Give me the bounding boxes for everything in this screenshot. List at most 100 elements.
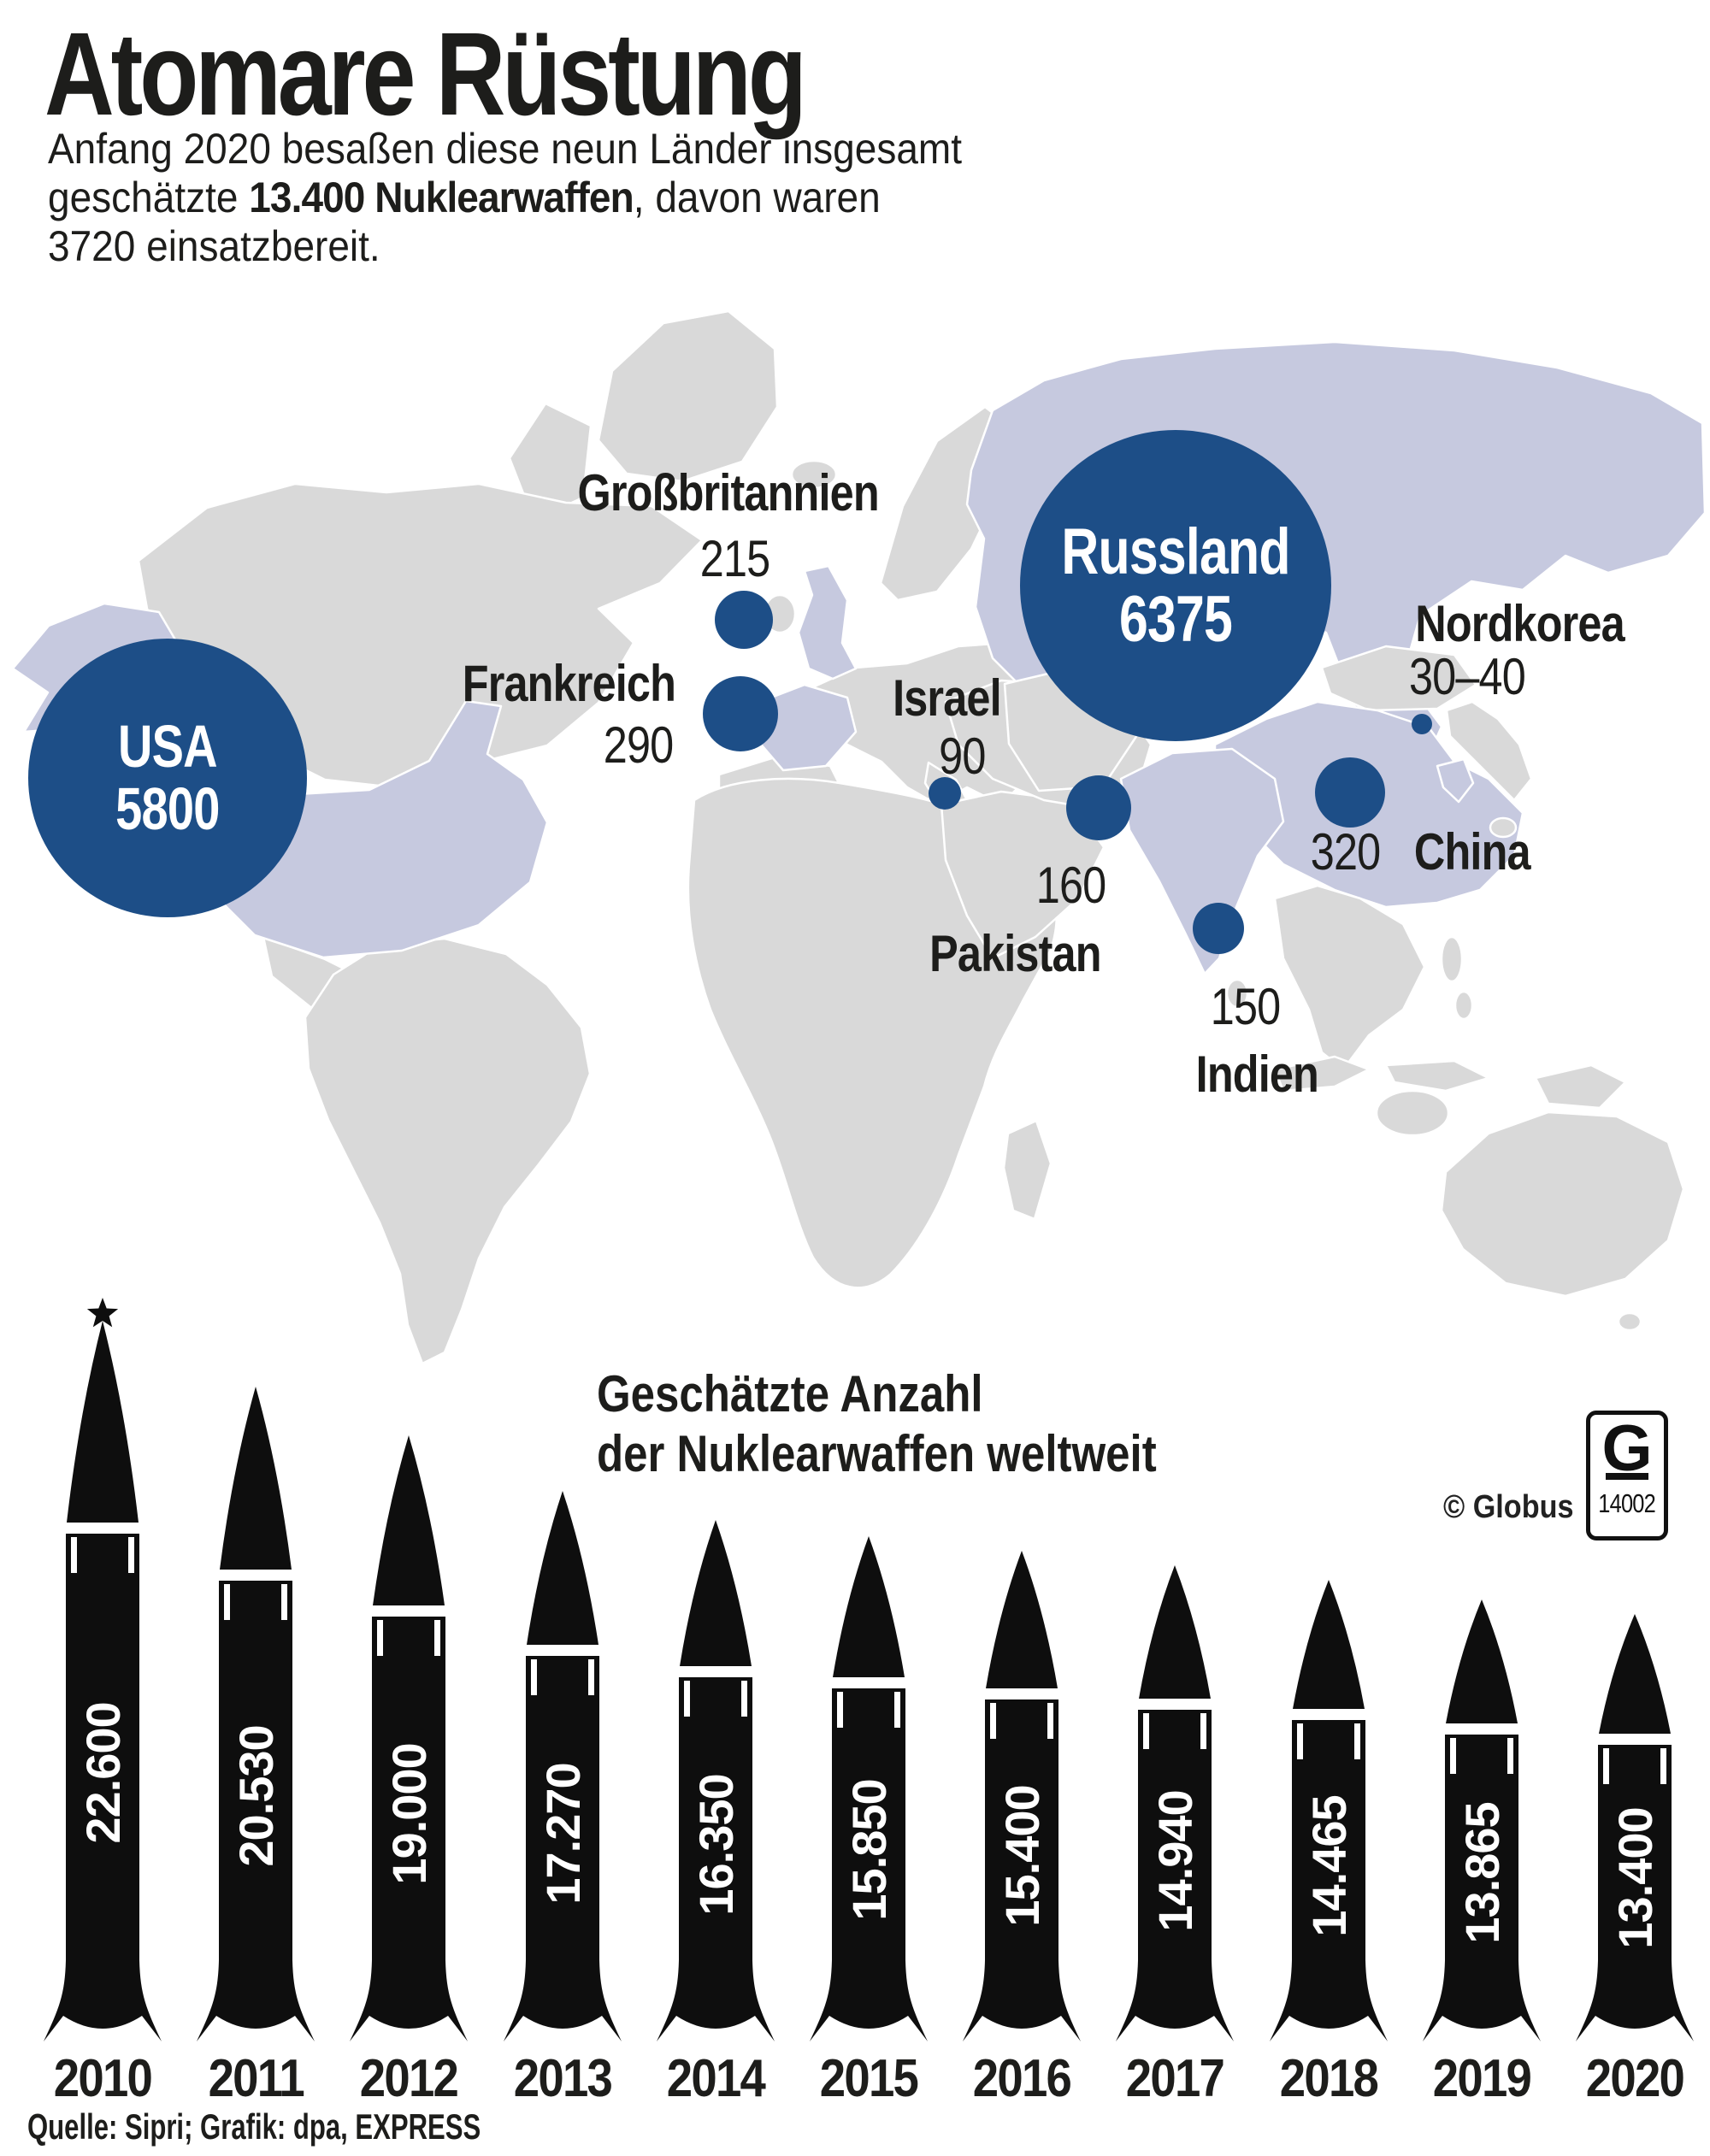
- missile-icon-2020: 13.400: [1576, 1614, 1694, 2041]
- country-label-china: China: [1414, 823, 1531, 881]
- missile-icon-2011: 20.530: [197, 1387, 315, 2041]
- missile-nose: [1446, 1599, 1518, 1723]
- star-icon: [86, 1298, 119, 1328]
- year-label-text: 2010: [53, 2049, 153, 2108]
- year-label-2013: 2013: [486, 2048, 640, 2109]
- missile-collar-tick: [1507, 1738, 1513, 1774]
- missile-nose: [1599, 1614, 1671, 1734]
- missile-collar-tick: [224, 1584, 230, 1620]
- missile-icon-2015: 15.850: [810, 1536, 928, 2041]
- country-value-wrap-israel: 90: [765, 731, 1159, 782]
- country-label-wrap-nordkorea: Nordkorea: [1324, 598, 1710, 650]
- source-line: Quelle: Sipri; Grafik: dpa, EXPRESS: [27, 2106, 481, 2147]
- subtitle-line-1: Anfang 2020 besaßen diese neun Länder in…: [48, 125, 963, 173]
- subtitle: Anfang 2020 besaßen diese neun Länder in…: [48, 125, 962, 271]
- missile-value-label: 13.865: [1455, 1802, 1509, 1943]
- year-label-text: 2020: [1585, 2049, 1685, 2108]
- subtitle-line-2-bold: 13.400 Nuklearwaffen: [249, 174, 634, 221]
- country-label-indien: Indien: [1195, 1046, 1318, 1103]
- year-label-2014: 2014: [639, 2048, 793, 2109]
- country-dot-frankreich: [703, 676, 778, 751]
- missile-collar-tick: [434, 1620, 440, 1656]
- missile-icon-2019: 13.865: [1423, 1599, 1541, 2041]
- missile-collar-tick: [1660, 1748, 1666, 1784]
- year-label-2016: 2016: [945, 2048, 1099, 2109]
- missile-collar-tick: [588, 1659, 594, 1695]
- country-value-frankreich: 290: [604, 716, 674, 774]
- globus-g-icon: G: [1601, 1412, 1653, 1485]
- missile-collar-tick: [1450, 1738, 1456, 1774]
- globus-number: 14002: [1598, 1488, 1656, 1519]
- subtitle-line-3: 3720 einsatzbereit.: [48, 222, 380, 270]
- country-label-usa: USA: [118, 713, 218, 781]
- year-label-2012: 2012: [332, 2048, 486, 2109]
- year-label-text: 2014: [666, 2049, 766, 2108]
- missile-collar-tick: [281, 1584, 287, 1620]
- map-landmass: [304, 937, 592, 1365]
- globus-logo: G 14002: [1586, 1411, 1668, 1540]
- country-value-israel: 90: [938, 728, 986, 785]
- map-landmass: [1119, 747, 1285, 975]
- missile-value-label: 22.600: [76, 1702, 130, 1843]
- country-label-frankreich: Frankreich: [462, 655, 675, 712]
- country-label-wrap-china: China: [1276, 827, 1669, 878]
- missile-collar-tick: [1047, 1703, 1053, 1739]
- missile-icon-2014: 16.350: [657, 1520, 775, 2041]
- country-bubble-text: Russland 6375: [1061, 515, 1290, 656]
- subtitle-line-2-pre: geschätzte: [48, 174, 250, 221]
- year-label-2020: 2020: [1558, 2048, 1710, 2109]
- country-value-nordkorea: 30–40: [1409, 648, 1526, 705]
- globus-logo-bar: [1606, 1473, 1648, 1481]
- missile-collar-tick: [377, 1620, 383, 1656]
- missile-nose: [67, 1321, 139, 1523]
- country-value-wrap-nordkorea: 30–40: [1271, 651, 1664, 703]
- country-value-wrap-indien: 150: [1049, 981, 1442, 1033]
- year-label-2015: 2015: [792, 2048, 946, 2109]
- missile-icon-2016: 15.400: [963, 1551, 1081, 2041]
- missile-value-label: 20.530: [229, 1725, 283, 1866]
- map-landmass: [790, 459, 838, 490]
- country-value-usa: 5800: [115, 775, 220, 842]
- country-bubble-text: USA 5800: [115, 713, 220, 842]
- country-label-wrap-israel: Israel: [750, 673, 1143, 724]
- map-landmass: [1273, 884, 1426, 1071]
- country-value-russland: 6375: [1118, 583, 1233, 656]
- missile-collar-tick: [1354, 1723, 1360, 1759]
- missile-body: [1116, 1710, 1234, 2041]
- missile-value-label: 15.850: [842, 1779, 896, 1920]
- missile-value-label: 19.000: [382, 1743, 436, 1884]
- country-label-nordkorea: Nordkorea: [1415, 595, 1625, 652]
- country-value-grossbritannien: 215: [700, 530, 770, 587]
- map-landmass: [597, 309, 779, 483]
- map-landmass: [1002, 1119, 1053, 1221]
- map-landmass: [1440, 1110, 1685, 1298]
- country-label-wrap-grossbritannien: Großbritannien: [532, 468, 925, 519]
- map-landmass: [1225, 978, 1249, 1009]
- missile-nose: [680, 1520, 752, 1666]
- country-label-pakistan: Pakistan: [929, 925, 1101, 982]
- chart-title-line-1: Geschätzte Anzahl: [597, 1365, 983, 1423]
- missile-icon-2012: 19.000: [350, 1435, 468, 2041]
- missile-collar-tick: [1603, 1748, 1609, 1784]
- missile-collar-tick: [741, 1681, 747, 1717]
- missile-body: [657, 1677, 775, 2041]
- missile-icon-2018: 14.465: [1270, 1580, 1388, 2041]
- missile-nose: [833, 1536, 905, 1677]
- chart-title-line-2: der Nuklearwaffen weltweit: [597, 1425, 1157, 1482]
- missile-collar-tick: [894, 1692, 900, 1728]
- globus-credit: © Globus G 14002: [1443, 1411, 1674, 1547]
- missile-collar-tick: [837, 1692, 843, 1728]
- year-label-text: 2012: [359, 2049, 459, 2108]
- missile-collar-tick: [1143, 1713, 1149, 1749]
- missile-value-label: 14.940: [1148, 1790, 1202, 1931]
- map-landmass: [191, 699, 549, 959]
- country-bubble-russland: Russland 6375: [1020, 430, 1331, 741]
- country-value-wrap-frankreich: 290: [442, 720, 835, 771]
- subtitle-line-2-post: , davon waren: [633, 174, 881, 221]
- map-landmass: [1617, 1311, 1642, 1332]
- missile-value-label: 17.270: [536, 1763, 590, 1904]
- country-label-russland: Russland: [1061, 515, 1290, 588]
- country-dot-pakistan: [1066, 775, 1131, 840]
